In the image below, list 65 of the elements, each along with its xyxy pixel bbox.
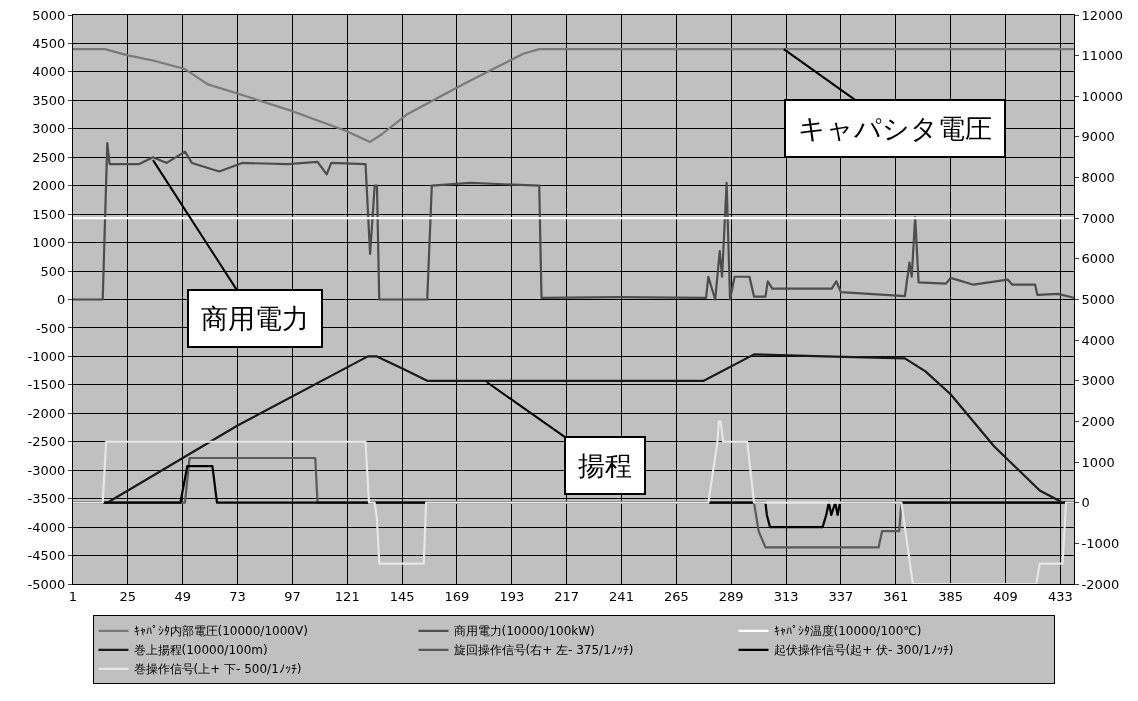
y-tick-label: -500 xyxy=(35,320,66,336)
x-tick-label: 433 xyxy=(1047,588,1073,604)
y-tick-label: 5000 xyxy=(32,7,66,23)
y2-tick-label: 8000 xyxy=(1081,170,1115,186)
y-tick-label: -4000 xyxy=(27,519,66,535)
legend-label: ｷｬﾊﾟｼﾀ温度(10000/100℃) xyxy=(773,624,922,639)
x-tick-label: 409 xyxy=(993,588,1018,604)
x-tick-label: 265 xyxy=(663,588,689,604)
y2-tick-label: -2000 xyxy=(1081,576,1120,592)
legend-label: 商用電力(10000/100kW) xyxy=(453,624,595,639)
y-tick-label: 0 xyxy=(57,292,66,308)
y-tick-label: 2500 xyxy=(32,149,66,165)
y-tick-label: 500 xyxy=(40,263,66,279)
x-tick-label: 145 xyxy=(389,588,415,604)
y-tick-label: 4500 xyxy=(32,36,66,51)
legend-label: 起伏操作信号(起+ 伏- 300/1ﾉｯﾁ) xyxy=(773,643,954,658)
y2-tick-label: 6000 xyxy=(1081,251,1115,267)
y2-tick-label: 7000 xyxy=(1081,210,1115,226)
y2-tick-label: -1000 xyxy=(1081,535,1120,551)
x-tick-label: 1 xyxy=(68,588,78,604)
x-tick-label: 385 xyxy=(938,588,963,604)
annotation: 商用電力 xyxy=(201,303,309,334)
legend-label: 旋回操作信号(右+ 左- 375/1ﾉｯﾁ) xyxy=(453,643,634,658)
legend-label: 巻上揚程(10000/100m) xyxy=(133,643,268,658)
y-tick-label: 2000 xyxy=(32,178,66,194)
y-tick-label: -1000 xyxy=(27,348,66,364)
x-tick-label: 241 xyxy=(609,588,634,604)
legend-label: ｷｬﾊﾟｼﾀ内部電圧(10000/1000V) xyxy=(133,624,308,639)
annotation: 揚程 xyxy=(578,450,632,481)
x-tick-label: 193 xyxy=(499,588,525,604)
x-tick-label: 313 xyxy=(773,588,799,604)
x-tick-label: 49 xyxy=(174,588,191,604)
x-tick-label: 25 xyxy=(119,588,137,604)
y2-tick-label: 3000 xyxy=(1081,373,1115,389)
y-tick-label: 3500 xyxy=(32,92,66,108)
y2-tick-label: 0 xyxy=(1081,495,1090,511)
x-tick-label: 289 xyxy=(718,588,744,604)
y-tick-label: -5000 xyxy=(27,576,66,592)
y-tick-label: -4500 xyxy=(27,548,66,564)
y2-tick-label: 2000 xyxy=(1081,413,1115,429)
y2-tick-label: 10000 xyxy=(1081,88,1123,104)
annotation: キャパシタ電圧 xyxy=(798,113,992,144)
y2-tick-label: 1000 xyxy=(1081,454,1115,470)
y2-tick-label: 5000 xyxy=(1081,292,1115,308)
y-tick-label: 4000 xyxy=(32,64,66,80)
x-tick-label: 337 xyxy=(828,588,854,604)
x-tick-label: 217 xyxy=(554,588,580,604)
y-tick-label: 1000 xyxy=(32,235,66,251)
x-tick-label: 361 xyxy=(883,588,909,604)
x-tick-label: 73 xyxy=(229,588,246,604)
y-tick-label: -2000 xyxy=(27,405,66,421)
x-tick-label: 97 xyxy=(284,588,301,604)
x-tick-label: 169 xyxy=(444,588,470,604)
y-tick-label: -1500 xyxy=(27,377,66,393)
y-tick-label: -2500 xyxy=(27,434,66,450)
y2-tick-label: 11000 xyxy=(1081,48,1123,64)
y2-tick-label: 9000 xyxy=(1081,129,1115,145)
y-tick-label: -3500 xyxy=(27,491,66,507)
legend-label: 巻操作信号(上+ 下- 500/1ﾉｯﾁ) xyxy=(133,662,302,677)
y2-tick-label: 4000 xyxy=(1081,332,1115,348)
y-tick-label: -3000 xyxy=(27,462,66,478)
x-tick-label: 121 xyxy=(334,588,360,604)
y-tick-label: 3000 xyxy=(32,121,66,137)
y-tick-label: 1500 xyxy=(32,206,66,222)
y2-tick-label: 12000 xyxy=(1081,7,1123,23)
